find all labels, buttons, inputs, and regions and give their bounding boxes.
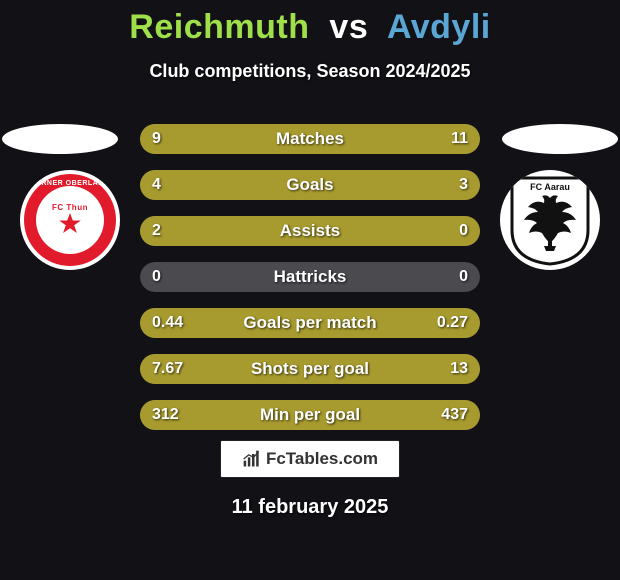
stat-label: Assists bbox=[140, 216, 480, 246]
branding-badge: FcTables.com bbox=[220, 440, 400, 478]
thun-text: FC Thun bbox=[52, 204, 88, 212]
stat-label: Shots per goal bbox=[140, 354, 480, 384]
title: Reichmuth vs Avdyli bbox=[0, 0, 620, 47]
branding-text: FcTables.com bbox=[266, 449, 378, 469]
vs-label: vs bbox=[319, 8, 378, 46]
stat-row: 00Hattricks bbox=[140, 262, 480, 292]
date-text: 11 february 2025 bbox=[0, 496, 620, 519]
subtitle: Club competitions, Season 2024/2025 bbox=[0, 61, 620, 82]
aarau-crest: FC Aarau bbox=[508, 174, 592, 266]
player-a-name: Reichmuth bbox=[129, 8, 309, 46]
team-a-badge: BERNER OBERLAND FC Thun bbox=[20, 170, 120, 270]
stat-row: 312437Min per goal bbox=[140, 400, 480, 430]
thun-crest: BERNER OBERLAND FC Thun bbox=[24, 174, 116, 266]
chart-icon bbox=[242, 449, 262, 469]
stat-label: Min per goal bbox=[140, 400, 480, 430]
star-icon bbox=[58, 212, 82, 236]
stat-label: Goals bbox=[140, 170, 480, 200]
player-b-name: Avdyli bbox=[387, 8, 491, 46]
halo-right bbox=[502, 124, 618, 154]
stat-row: 20Assists bbox=[140, 216, 480, 246]
comparison-card: Reichmuth vs Avdyli Club competitions, S… bbox=[0, 0, 620, 580]
stat-rows: 911Matches 43Goals 20Assists 00Hattricks 0.4… bbox=[140, 124, 480, 446]
team-b-badge: FC Aarau bbox=[500, 170, 600, 270]
stat-row: 7.6713Shots per goal bbox=[140, 354, 480, 384]
stat-row: 911Matches bbox=[140, 124, 480, 154]
aarau-text: FC Aarau bbox=[530, 182, 570, 192]
thun-arc-text: BERNER OBERLAND bbox=[24, 180, 116, 187]
stat-row: 43Goals bbox=[140, 170, 480, 200]
stat-label: Matches bbox=[140, 124, 480, 154]
stat-label: Hattricks bbox=[140, 262, 480, 292]
stat-row: 0.440.27Goals per match bbox=[140, 308, 480, 338]
halo-left bbox=[2, 124, 118, 154]
stat-label: Goals per match bbox=[140, 308, 480, 338]
